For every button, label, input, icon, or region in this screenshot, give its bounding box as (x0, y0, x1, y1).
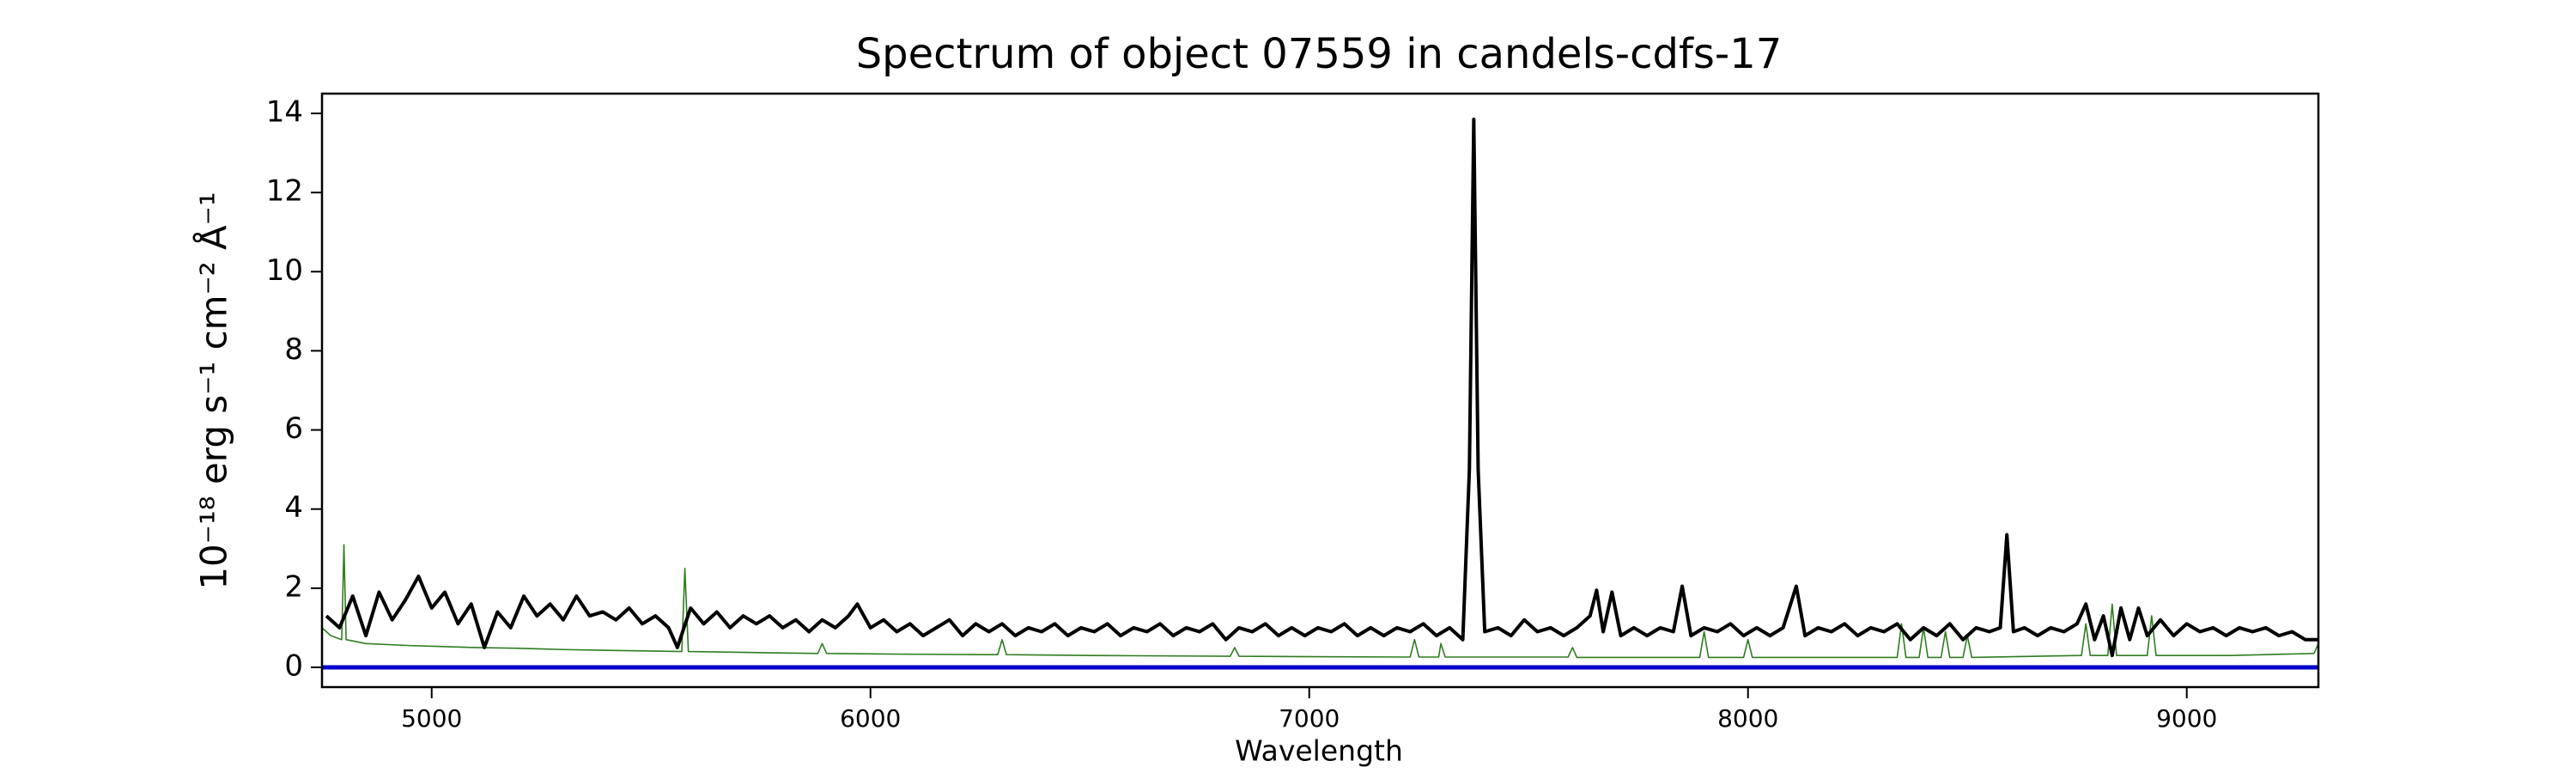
y-tick-label: 10 (266, 253, 303, 288)
x-tick-label: 6000 (840, 704, 901, 733)
spectrum-line (325, 117, 2318, 658)
y-tick-label: 8 (284, 332, 303, 367)
plot-frame (320, 92, 2320, 689)
spectrum-line (322, 544, 2318, 659)
plot-area (322, 117, 2318, 670)
y-tick-label: 6 (284, 411, 303, 446)
x-tick-label: 9000 (2156, 704, 2217, 733)
y-tick-label: 14 (266, 95, 303, 130)
x-tick-label: 7000 (1279, 704, 1340, 733)
x-tick-label: 5000 (401, 704, 462, 733)
y-tick-label: 0 (284, 648, 303, 683)
y-tick-label: 2 (284, 569, 303, 604)
y-axis-label: 10⁻¹⁸ erg s⁻¹ cm⁻² Å⁻¹ (192, 192, 235, 589)
x-axis-label: Wavelength (1235, 734, 1403, 768)
y-tick-label: 12 (266, 174, 303, 209)
chart-title: Spectrum of object 07559 in candels-cdfs… (856, 30, 1783, 78)
x-tick-label: 8000 (1717, 704, 1778, 733)
y-tick-label: 4 (284, 490, 303, 525)
